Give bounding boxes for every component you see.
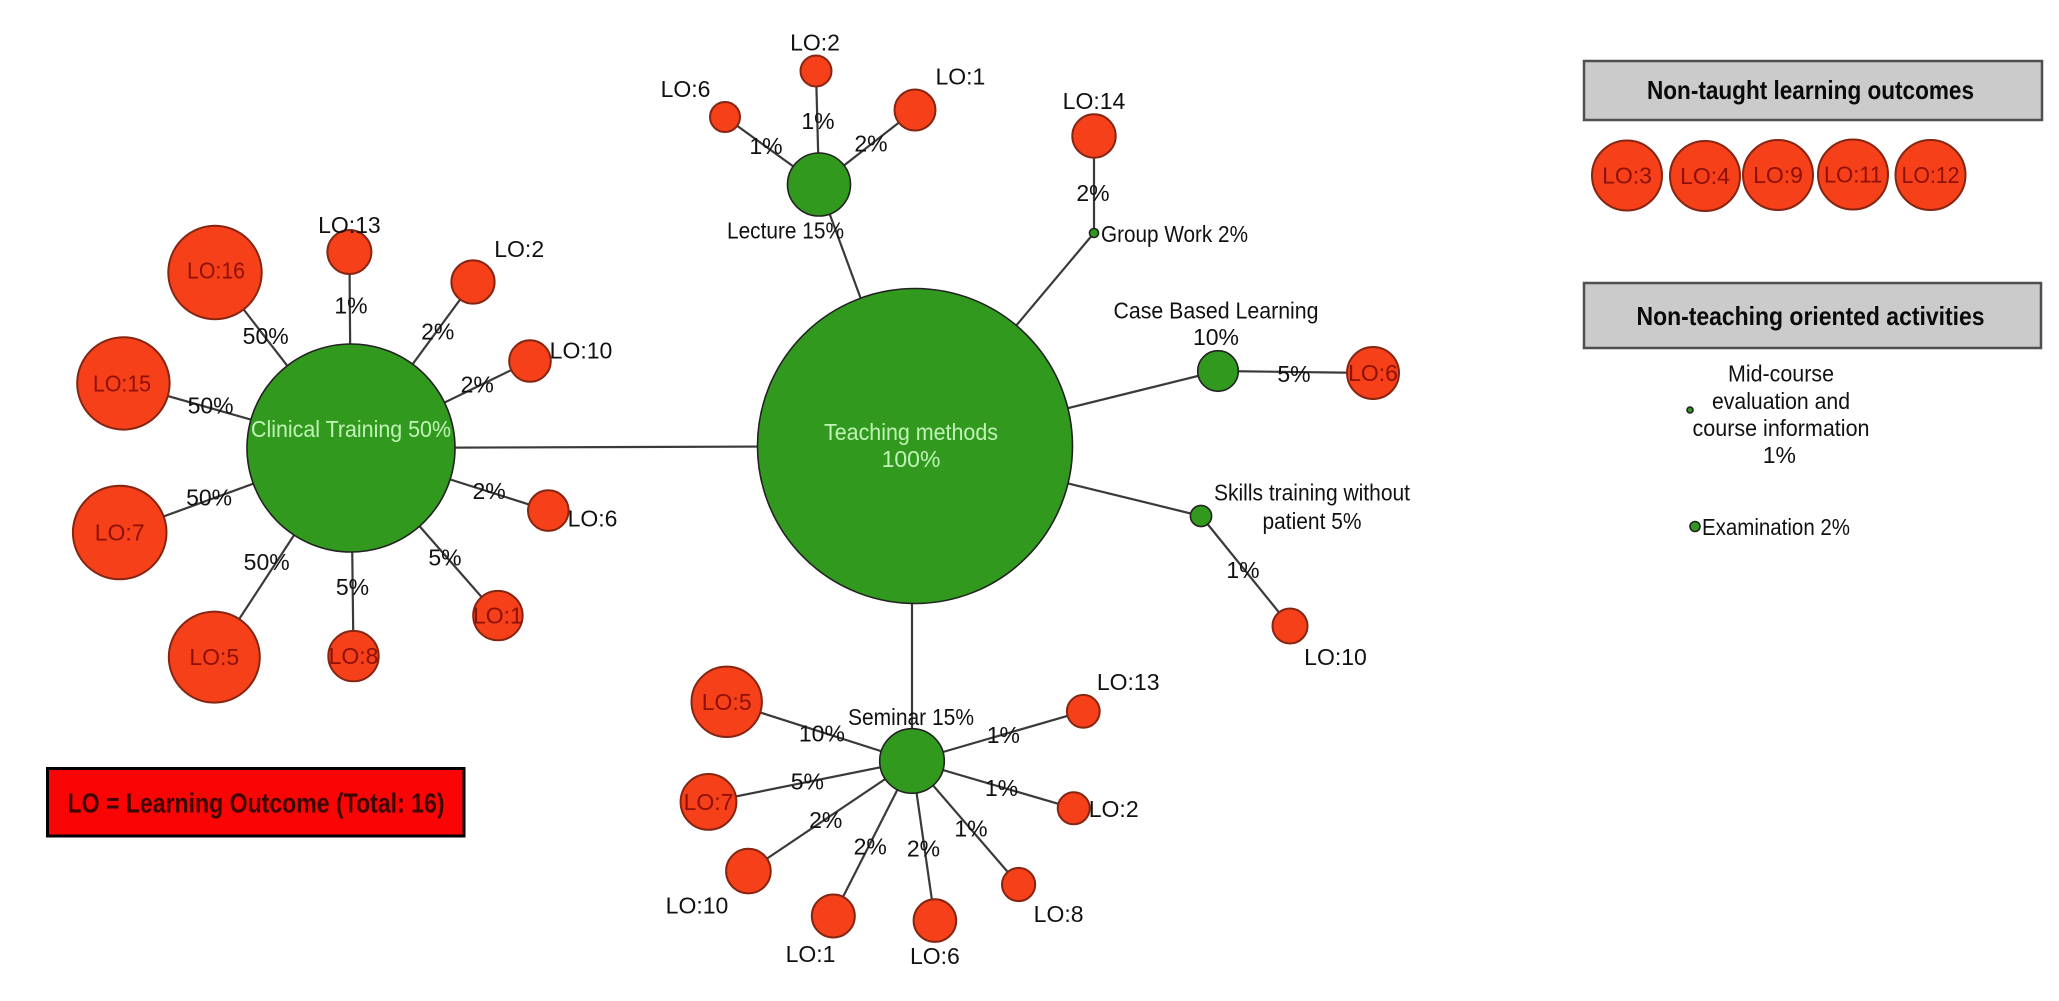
- svg-text:1%: 1%: [749, 133, 782, 159]
- svg-text:Lecture 15%: Lecture 15%: [727, 217, 844, 243]
- svg-text:LO:2: LO:2: [1089, 796, 1139, 822]
- svg-text:2%: 2%: [854, 833, 887, 859]
- svg-text:50%: 50%: [244, 549, 290, 575]
- svg-text:5%: 5%: [791, 769, 824, 795]
- svg-text:LO:1: LO:1: [786, 941, 836, 967]
- svg-text:10%: 10%: [799, 720, 845, 746]
- svg-text:2%: 2%: [809, 807, 842, 833]
- svg-text:2%: 2%: [907, 835, 940, 861]
- svg-text:LO:13: LO:13: [318, 212, 381, 238]
- svg-text:1%: 1%: [801, 108, 834, 134]
- svg-text:1%: 1%: [987, 722, 1020, 748]
- svg-text:10%: 10%: [1193, 324, 1239, 350]
- svg-text:Non-teaching oriented activiti: Non-teaching oriented activities: [1637, 301, 1985, 331]
- svg-text:LO:5: LO:5: [189, 644, 239, 670]
- svg-text:course information: course information: [1693, 415, 1870, 441]
- svg-text:LO:8: LO:8: [329, 643, 379, 669]
- svg-text:LO:1: LO:1: [935, 63, 985, 89]
- svg-text:LO:7: LO:7: [684, 789, 734, 815]
- svg-text:5%: 5%: [1277, 361, 1310, 387]
- svg-text:50%: 50%: [188, 393, 234, 419]
- svg-text:LO:12: LO:12: [1902, 162, 1960, 188]
- svg-text:Seminar 15%: Seminar 15%: [848, 704, 974, 730]
- svg-text:2%: 2%: [854, 131, 887, 157]
- svg-text:LO:2: LO:2: [790, 30, 840, 56]
- svg-text:100%: 100%: [882, 446, 941, 472]
- svg-text:2%: 2%: [472, 478, 505, 504]
- svg-text:2%: 2%: [421, 318, 454, 344]
- svg-text:5%: 5%: [336, 574, 369, 600]
- svg-text:LO = Learning Outcome (Total:: LO = Learning Outcome (Total: 16): [68, 788, 445, 819]
- svg-text:50%: 50%: [186, 485, 232, 511]
- svg-text:Examination 2%: Examination 2%: [1702, 514, 1850, 540]
- svg-text:LO:16: LO:16: [187, 258, 245, 284]
- svg-text:50%: 50%: [243, 323, 289, 349]
- svg-text:Teaching methods: Teaching methods: [824, 419, 998, 445]
- svg-text:Skills training without: Skills training without: [1214, 480, 1411, 506]
- svg-text:LO:5: LO:5: [702, 689, 752, 715]
- svg-text:LO:3: LO:3: [1602, 163, 1652, 189]
- svg-text:LO:6: LO:6: [661, 76, 711, 102]
- svg-text:1%: 1%: [985, 775, 1018, 801]
- svg-text:Non-taught learning outcomes: Non-taught learning outcomes: [1647, 75, 1974, 105]
- svg-text:1%: 1%: [334, 293, 367, 319]
- svg-text:evaluation and: evaluation and: [1712, 388, 1850, 414]
- svg-text:LO:4: LO:4: [1680, 163, 1730, 189]
- svg-text:LO:9: LO:9: [1753, 162, 1803, 188]
- svg-text:LO:6: LO:6: [1348, 360, 1398, 386]
- svg-text:LO:10: LO:10: [550, 338, 613, 364]
- svg-text:LO:15: LO:15: [93, 370, 151, 396]
- svg-text:LO:2: LO:2: [494, 236, 544, 262]
- svg-text:LO:10: LO:10: [1304, 644, 1367, 670]
- svg-text:LO:10: LO:10: [666, 892, 729, 918]
- svg-text:LO:6: LO:6: [568, 505, 618, 531]
- svg-text:Mid-course: Mid-course: [1728, 361, 1834, 387]
- svg-text:2%: 2%: [461, 371, 494, 397]
- svg-text:5%: 5%: [428, 544, 461, 570]
- svg-text:LO:7: LO:7: [95, 520, 145, 546]
- svg-text:2%: 2%: [1076, 180, 1109, 206]
- svg-text:LO:1: LO:1: [473, 603, 523, 629]
- svg-text:LO:6: LO:6: [910, 943, 960, 969]
- svg-text:Case Based Learning: Case Based Learning: [1114, 298, 1319, 324]
- svg-text:patient 5%: patient 5%: [1263, 508, 1362, 534]
- svg-text:1%: 1%: [1763, 442, 1796, 468]
- svg-text:LO:8: LO:8: [1034, 901, 1084, 927]
- svg-text:1%: 1%: [1226, 557, 1259, 583]
- svg-text:LO:11: LO:11: [1824, 162, 1882, 188]
- svg-text:LO:14: LO:14: [1063, 88, 1126, 114]
- svg-text:Clinical Training 50%: Clinical Training 50%: [251, 416, 451, 442]
- svg-text:Group Work 2%: Group Work 2%: [1101, 221, 1248, 247]
- svg-text:LO:13: LO:13: [1097, 669, 1160, 695]
- svg-text:1%: 1%: [954, 816, 987, 842]
